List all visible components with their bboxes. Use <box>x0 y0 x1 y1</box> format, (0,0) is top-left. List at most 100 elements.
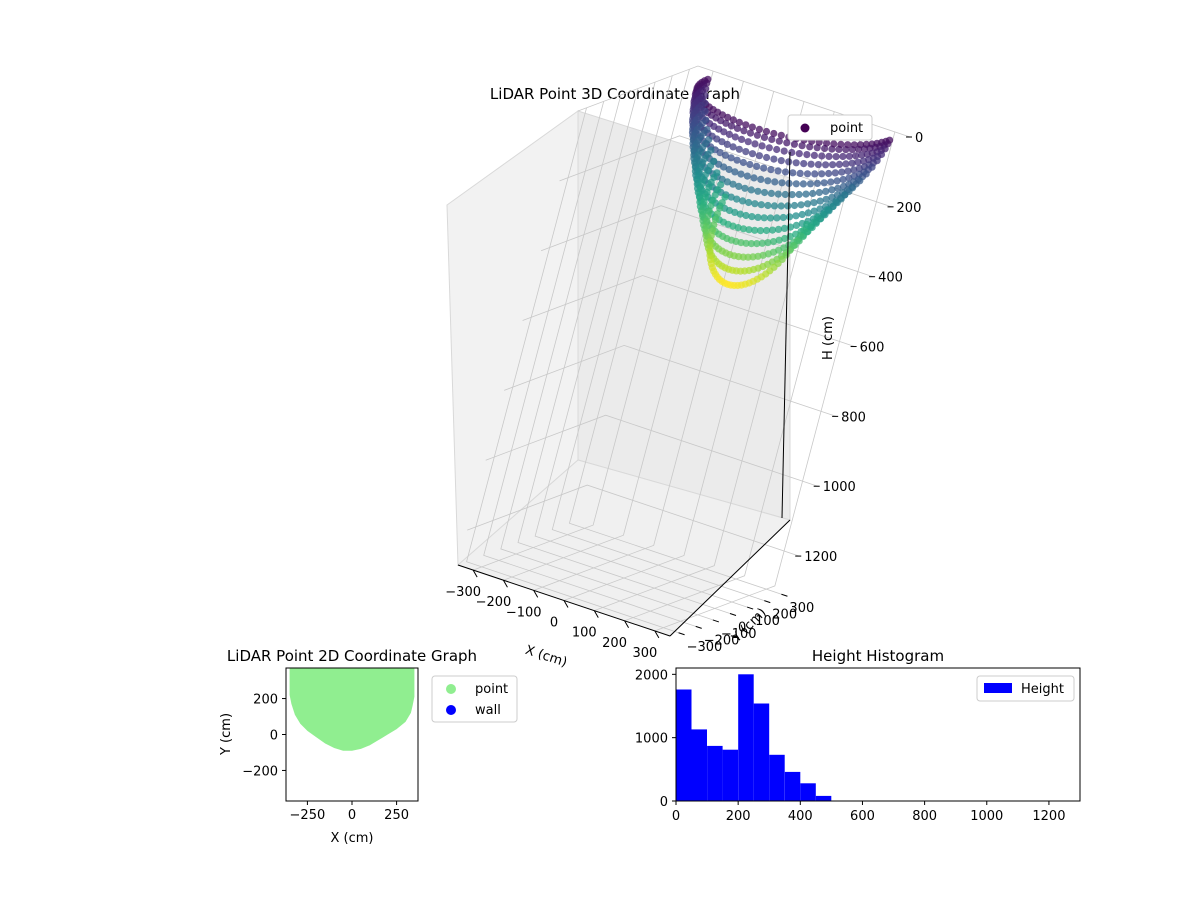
data-point <box>780 224 789 232</box>
x-tick-label: −200 <box>476 595 512 610</box>
data-point <box>813 179 822 187</box>
data-point <box>713 210 722 218</box>
data-point <box>779 213 787 222</box>
data-point <box>810 151 819 159</box>
data-point <box>723 140 731 148</box>
data-point <box>721 151 730 159</box>
data-point <box>701 107 709 115</box>
y-tick-label: −200 <box>242 764 278 779</box>
y-tick-mark <box>746 606 754 610</box>
data-point <box>736 210 744 218</box>
plot-frame-histogram <box>675 667 1081 802</box>
grid-line <box>534 81 748 608</box>
data-point <box>717 181 725 189</box>
data-point <box>734 224 742 232</box>
data-point <box>761 188 769 197</box>
data-point <box>754 187 762 195</box>
x-tick-mark <box>654 630 660 639</box>
data-point <box>844 167 852 175</box>
data-point <box>834 184 842 192</box>
data-point <box>803 170 812 178</box>
data-point <box>849 184 857 192</box>
legend-label-wall-2d: wall <box>475 703 501 718</box>
data-point <box>803 151 811 159</box>
data-point <box>702 116 710 124</box>
data-point <box>839 175 847 184</box>
data-point <box>790 242 798 250</box>
x-tick-label: 400 <box>788 809 813 824</box>
x-tick-label: 600 <box>850 809 875 824</box>
data-point <box>774 190 782 198</box>
data-point <box>718 199 726 207</box>
y-tick-label: 100 <box>755 614 780 629</box>
data-point <box>757 175 765 183</box>
grid-line <box>467 484 800 557</box>
y-tick-label: 0 <box>738 621 746 636</box>
data-point <box>818 170 826 178</box>
data-point <box>735 145 743 153</box>
data-point <box>842 160 850 168</box>
data-point <box>795 190 803 199</box>
data-point <box>755 125 764 133</box>
grid-line <box>483 101 696 627</box>
data-point <box>827 178 835 186</box>
chart-3d: LiDAR Point 3D Coordinate Graph −300−200… <box>445 65 923 670</box>
x-tick-label: 1000 <box>970 809 1003 824</box>
data-point <box>809 189 817 198</box>
data-point <box>780 147 788 155</box>
data-point <box>790 201 799 210</box>
z-ticks-3d: 0 200 400 600 800 1000 1200 <box>795 131 923 565</box>
y-tick-label: −100 <box>721 627 757 642</box>
pane-back <box>577 110 791 521</box>
data-point <box>764 239 772 247</box>
data-point <box>740 127 748 135</box>
data-point <box>789 169 797 177</box>
data-point <box>783 139 791 147</box>
data-point <box>839 152 847 161</box>
legend-3d: point <box>787 114 873 141</box>
data-point <box>810 199 818 207</box>
data-point <box>763 153 771 162</box>
data-point <box>735 118 744 126</box>
y-ticks-histogram: 0 1000 2000 <box>635 668 676 810</box>
data-point <box>774 167 782 175</box>
data-point <box>800 160 808 168</box>
data-point <box>815 188 823 197</box>
z-tick-label: 800 <box>841 410 866 425</box>
data-point <box>727 122 736 130</box>
data-point <box>804 209 812 217</box>
data-point <box>841 191 849 199</box>
x-tick-label: 0 <box>672 809 680 824</box>
data-point <box>765 144 773 152</box>
data-point <box>757 201 765 209</box>
data-point <box>766 214 775 222</box>
x-ticks-2d: −250 0 250 <box>290 801 409 823</box>
data-point <box>774 225 783 233</box>
data-point <box>856 177 864 185</box>
x-tick-label: −100 <box>506 605 542 620</box>
data-point <box>711 215 720 223</box>
data-point <box>742 211 750 220</box>
data-point <box>830 140 838 148</box>
y-tick-label: 200 <box>772 608 797 623</box>
data-point <box>818 152 826 160</box>
grid-line <box>568 69 782 595</box>
data-point <box>756 227 765 235</box>
data-point <box>775 236 783 244</box>
y-ticks-2d: −200 0 200 <box>242 693 286 779</box>
data-point <box>802 190 810 198</box>
data-point <box>795 150 803 158</box>
data-point <box>701 91 709 100</box>
y-tick-label: 200 <box>253 693 278 708</box>
data-point <box>822 161 830 169</box>
data-point <box>739 225 748 233</box>
y-tick-mark <box>695 625 702 629</box>
data-point <box>793 236 801 245</box>
z-tick-label: 0 <box>915 131 923 146</box>
data-point <box>735 182 743 190</box>
chart-2d-title: LiDAR Point 2D Coordinate Graph <box>227 647 477 665</box>
data-point <box>762 226 771 235</box>
x-tick-label: 100 <box>572 626 597 641</box>
grid-line <box>522 275 855 347</box>
